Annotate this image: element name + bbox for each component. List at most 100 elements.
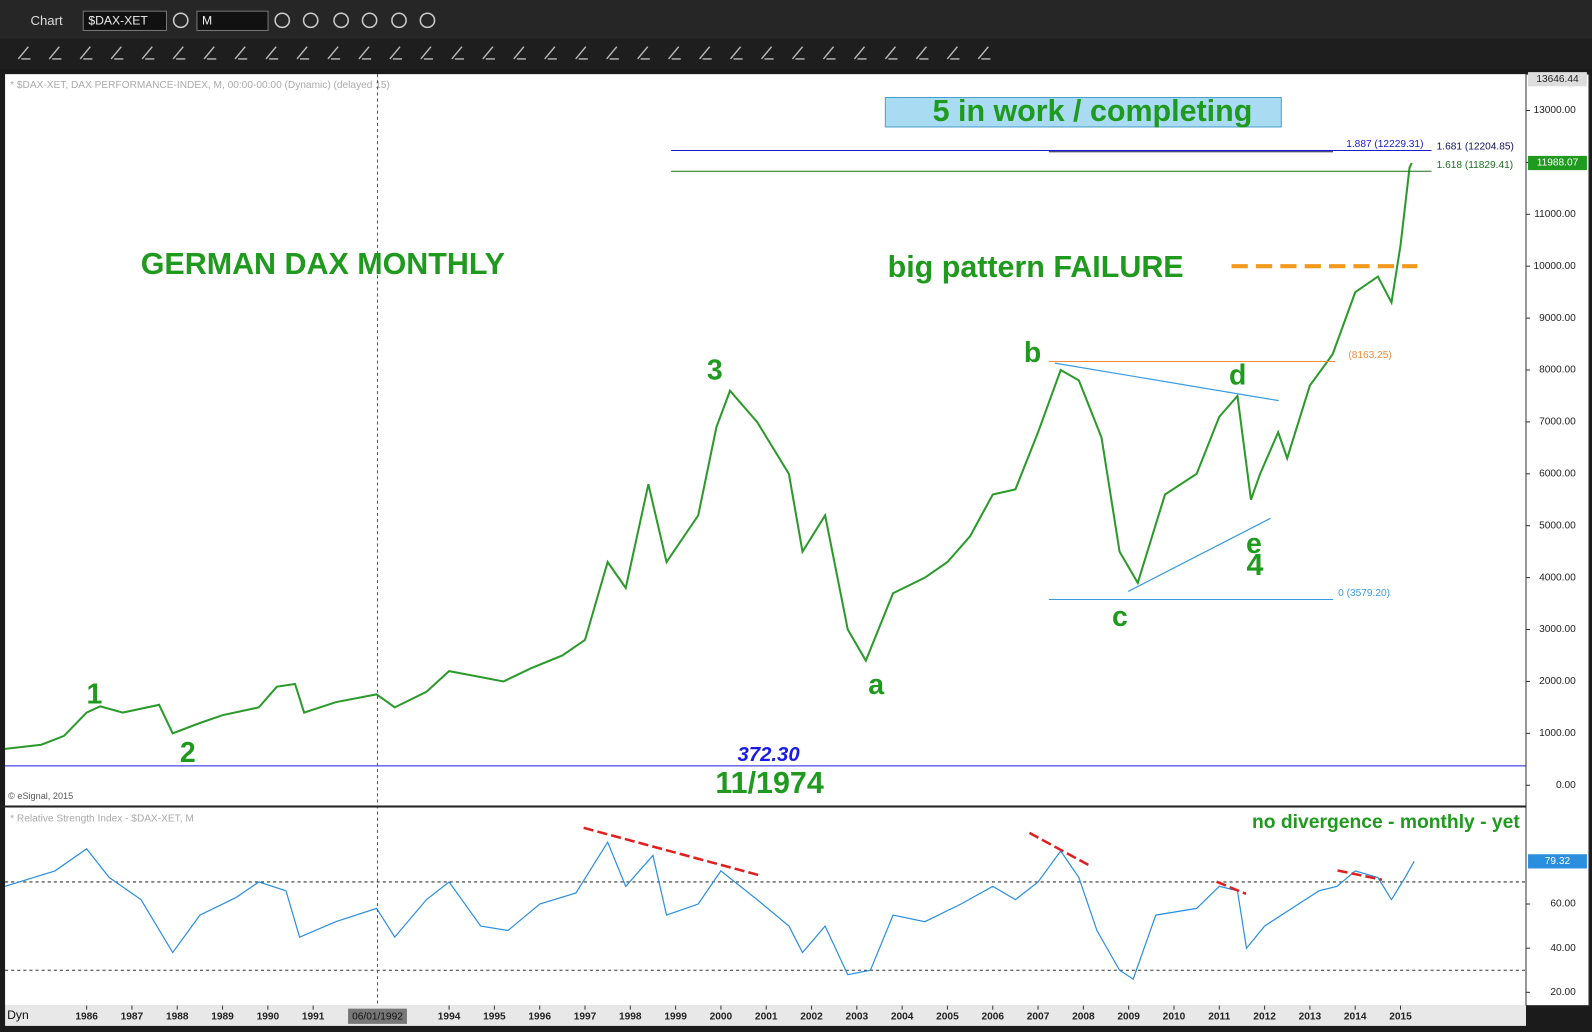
y-tick-label: 1000.00 <box>1539 728 1576 739</box>
annotation: b <box>1024 337 1041 369</box>
top-marker-box <box>1528 72 1587 87</box>
tool-icon <box>915 46 929 60</box>
annotation: 4 <box>1246 548 1263 582</box>
x-tick-label: 2002 <box>800 1011 823 1022</box>
tool-icon <box>513 46 526 60</box>
credit: © eSignal, 2015 <box>8 791 73 801</box>
x-tick-label: 2011 <box>1208 1011 1230 1022</box>
x-tick-label: 2010 <box>1163 1011 1186 1022</box>
x-tick-label: 2015 <box>1389 1011 1412 1022</box>
x-tick-label: 2006 <box>981 1011 1004 1022</box>
y-tick-label: 10000.00 <box>1533 261 1576 272</box>
tool-icon <box>575 46 588 60</box>
y-tick-label: 0.00 <box>1556 780 1576 791</box>
tool-icon <box>668 46 681 60</box>
trendline <box>1028 831 1090 867</box>
level-label: 372.30 <box>738 744 801 766</box>
symbol[interactable]: $DAX-XET <box>88 14 148 28</box>
rsi-title: * Relative Strength Index - $DAX-XET, M <box>10 813 194 824</box>
y-tick-label: 8000.00 <box>1539 365 1576 376</box>
tool-icon <box>760 46 774 60</box>
toolbar-button <box>302 12 319 29</box>
tool-icon <box>977 46 991 60</box>
tool-icon <box>822 46 836 60</box>
interval-box[interactable] <box>196 10 269 31</box>
tool-icon <box>637 46 650 60</box>
tool-icon <box>48 46 62 60</box>
annotation: GERMAN DAX MONTHLY <box>141 247 505 281</box>
y-tick-label: 20.00 <box>1550 987 1576 998</box>
x-tick-label: 1995 <box>483 1011 506 1022</box>
trendline <box>1054 362 1279 402</box>
tool-icon <box>79 46 93 60</box>
tool-icon <box>234 46 248 60</box>
trendline <box>583 826 761 877</box>
x-tick-label: 2005 <box>936 1011 959 1022</box>
x-tick-label: 2000 <box>710 1011 733 1022</box>
tool-icon <box>606 46 619 60</box>
tool-icon <box>110 46 124 60</box>
toolbar-button <box>419 12 436 29</box>
y-tick-label: 60.00 <box>1550 899 1576 910</box>
cursor-label-box <box>348 1008 407 1024</box>
x-tick-label: 1990 <box>257 1011 280 1022</box>
y-tick-label: 13000.00 <box>1533 105 1576 116</box>
subtitle: * $DAX-XET, DAX PERFORMANCE-INDEX, M, 00… <box>10 80 390 91</box>
tool-icon <box>853 46 867 60</box>
annotation: e <box>1246 528 1262 560</box>
y-tick-label: 9000.00 <box>1539 313 1576 324</box>
y-tick-label: 11000.00 <box>1534 209 1576 220</box>
annotation: big pattern FAILURE <box>888 250 1184 284</box>
tool-icon <box>451 46 464 60</box>
plot: 0.00 1000.00 2000.00 3000.00 4000.00 5000.00 6… <box>4 72 1587 1024</box>
x-tick-label: 2012 <box>1253 1011 1276 1022</box>
tool-icon <box>791 46 805 60</box>
trendline <box>1337 869 1383 881</box>
x-tick-label: 1986 <box>75 1011 98 1022</box>
last-value-marker <box>1528 854 1587 869</box>
level-label: 1.887 (12229.31) <box>1346 139 1423 150</box>
level-label: 1.618 (11829.41) <box>1437 160 1513 171</box>
trendline <box>1127 517 1271 592</box>
annotation: 2 <box>180 737 196 769</box>
y-tick-label: 7000.00 <box>1539 417 1576 428</box>
annotation-box <box>884 97 1282 128</box>
toolbar-button <box>391 12 407 29</box>
symbol-box[interactable] <box>82 10 168 31</box>
x-tick-label: 2004 <box>891 1011 914 1022</box>
toolbar-button <box>172 12 189 29</box>
y-tick-label: 40.00 <box>1550 943 1576 954</box>
rsi-line <box>4 840 1415 981</box>
tool-icon <box>141 46 155 60</box>
app-label: Chart <box>30 13 63 28</box>
x-tick-label: 1987 <box>121 1011 144 1022</box>
y-tick-label: 4000.00 <box>1539 572 1576 583</box>
cursor-label: 06/01/1992 <box>352 1011 403 1022</box>
x-tick-label: 1998 <box>619 1011 642 1022</box>
annotation: 5 in work / completing <box>933 94 1253 128</box>
last-value-label: 79.32 <box>1545 856 1571 867</box>
dyn-label: Dyn <box>7 1008 29 1022</box>
x-tick-label: 1999 <box>664 1011 687 1022</box>
x-tick-label: 2008 <box>1072 1011 1095 1022</box>
price-panel <box>5 74 1527 806</box>
x-tick-label: 1989 <box>211 1011 234 1022</box>
tool-icon <box>884 46 898 60</box>
y-tick-label: 2000.00 <box>1539 676 1576 687</box>
interval[interactable]: M <box>202 14 212 28</box>
tool-icon <box>172 46 186 60</box>
toolbar-button <box>274 12 291 29</box>
y-tick-label: 5000.00 <box>1539 520 1576 531</box>
level-label: 0 (3579.20) <box>1338 588 1390 599</box>
tool-icon <box>389 46 403 60</box>
toolbar-button <box>361 12 378 29</box>
annotation: 3 <box>707 354 723 386</box>
annotation: no divergence - monthly - yet <box>1252 812 1520 833</box>
tool-icon <box>203 46 217 60</box>
top-marker: 13646.44 <box>1536 74 1579 85</box>
tool-icon <box>698 46 712 60</box>
tool-icon <box>327 46 341 60</box>
x-tick-label: 2003 <box>846 1011 869 1022</box>
